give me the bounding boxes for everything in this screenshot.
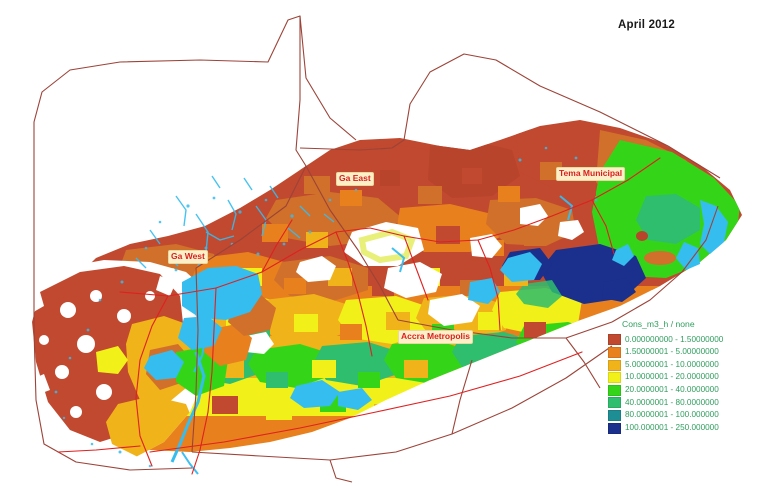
legend-row-label: 0.000000000 - 1.50000000 [625, 334, 724, 344]
road-network [57, 157, 661, 475]
legend-row-label: 100.000001 - 250.000000 [625, 422, 719, 432]
legend-swatch-icon [608, 397, 621, 409]
legend-swatch-icon [608, 384, 621, 396]
place-label-ga-east: Ga East [336, 172, 374, 186]
legend: Cons_m3_h / none 0.000000000 - 1.5000000… [608, 318, 723, 434]
place-label-accra-metropolis: Accra Metropolis [398, 330, 473, 344]
legend-row-label: 40.0000001 - 80.0000000 [625, 397, 719, 407]
legend-row-label: 1.50000001 - 5.00000000 [625, 347, 719, 357]
place-label-ga-west: Ga West [168, 250, 208, 264]
place-label-tema-municipal: Tema Municipal [556, 167, 626, 181]
legend-swatch-icon [608, 422, 621, 434]
legend-row: 80.0000001 - 100.000000 [608, 409, 723, 422]
legend-row-label: 80.0000001 - 100.000000 [625, 410, 719, 420]
legend-row: 10.0000001 - 20.0000000 [608, 371, 723, 384]
legend-row-label: 20.0000001 - 40.0000000 [625, 384, 719, 394]
page-title: April 2012 [618, 19, 675, 31]
legend-row: 20.0000001 - 40.0000000 [608, 384, 723, 397]
legend-swatch-icon [608, 372, 621, 384]
legend-row-label: 5.00000001 - 10.0000000 [625, 359, 719, 369]
legend-swatch-icon [608, 359, 621, 371]
legend-row: 40.0000001 - 80.0000000 [608, 397, 723, 410]
legend-swatch-icon [608, 409, 621, 421]
legend-row: 5.00000001 - 10.0000000 [608, 359, 723, 372]
legend-row: 0.000000000 - 1.50000000 [608, 334, 723, 347]
legend-title: Cons_m3_h / none [622, 319, 695, 329]
legend-swatch-icon [608, 346, 621, 358]
district-boundaries [33, 15, 721, 483]
legend-row: 100.000001 - 250.000000 [608, 422, 723, 435]
legend-row-label: 10.0000001 - 20.0000000 [625, 372, 719, 382]
legend-row: 1.50000001 - 5.00000000 [608, 346, 723, 359]
legend-swatch-icon [608, 334, 621, 346]
